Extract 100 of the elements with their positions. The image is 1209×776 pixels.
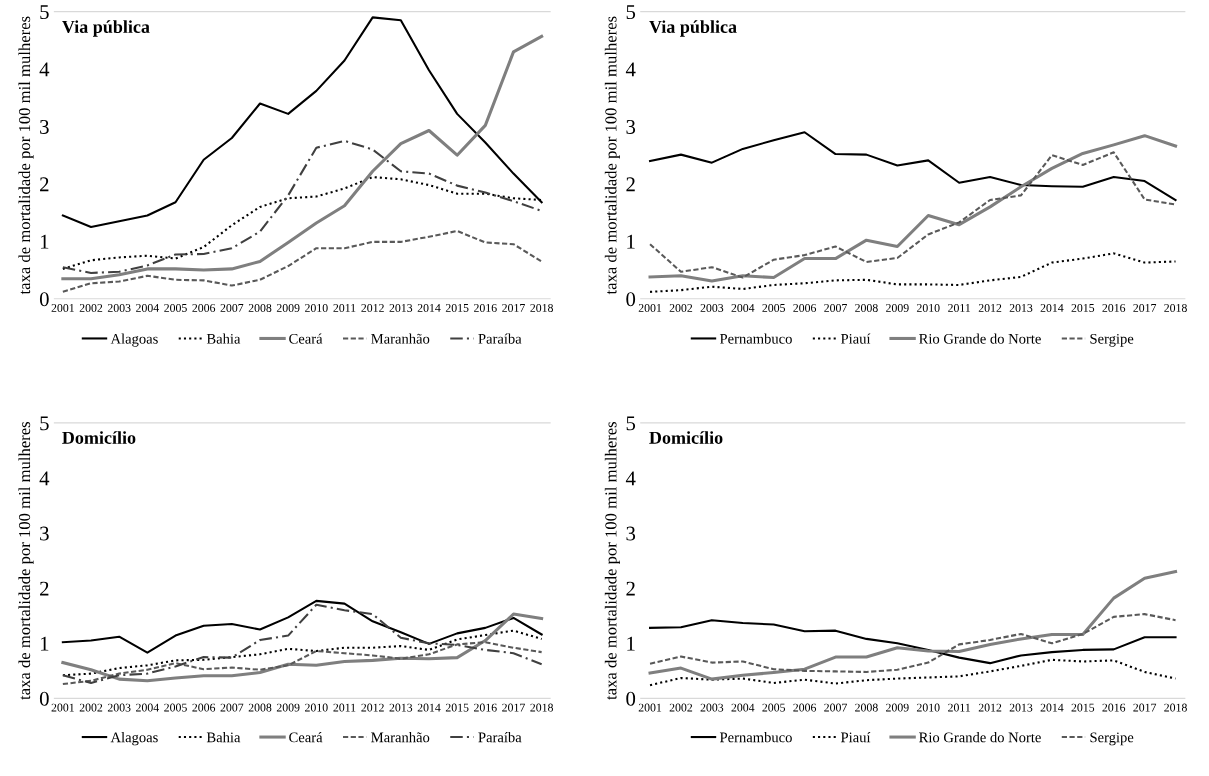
line-series bbox=[61, 641, 543, 686]
y-tick-label: 5 bbox=[626, 416, 636, 431]
y-tick-label: 5 bbox=[40, 5, 49, 20]
x-tick-label: 2002 bbox=[669, 303, 693, 312]
x-tick-label: 2011 bbox=[948, 703, 971, 712]
x-tick-label: 2006 bbox=[793, 703, 817, 712]
x-tick-label: 2004 bbox=[731, 303, 755, 312]
line-series bbox=[649, 619, 1177, 665]
y-tick-label: 2 bbox=[40, 581, 49, 596]
legend-label: Bahia bbox=[206, 333, 241, 344]
x-tick-label: 2010 bbox=[916, 703, 940, 712]
x-tick-label: 2003 bbox=[700, 303, 724, 312]
legend-label: Rio Grande do Norte bbox=[919, 333, 1041, 344]
x-tick-label: 2007 bbox=[824, 303, 847, 312]
x-tick-label: 2004 bbox=[136, 703, 159, 712]
legend-label: Paraíba bbox=[478, 732, 522, 743]
legend-label: Ceará bbox=[289, 732, 323, 743]
x-tick-label: 2007 bbox=[824, 703, 847, 712]
x-tick-label: 2012 bbox=[978, 703, 1002, 712]
x-tick-label: 2012 bbox=[361, 303, 384, 312]
line-series bbox=[649, 131, 1177, 202]
x-tick-label: 2006 bbox=[192, 703, 216, 712]
y-axis-title: taxa de mortalidade por 100 mil mulheres bbox=[604, 421, 620, 700]
y-tick-label: 5 bbox=[626, 5, 636, 20]
x-tick-label: 2001 bbox=[51, 703, 74, 712]
x-tick-label: 2008 bbox=[248, 303, 272, 312]
chart-title: Via pública bbox=[649, 20, 737, 37]
line-series bbox=[649, 658, 1177, 687]
y-axis-title: taxa de mortalidade por 100 mil mulheres bbox=[18, 16, 34, 295]
x-tick-label: 2016 bbox=[474, 703, 497, 712]
x-tick-label: 2013 bbox=[1009, 303, 1033, 312]
y-tick-label: 4 bbox=[625, 471, 636, 486]
x-tick-label: 2005 bbox=[762, 703, 786, 712]
y-tick-label: 4 bbox=[39, 62, 50, 77]
line-series bbox=[61, 629, 543, 677]
x-tick-label: 2017 bbox=[1133, 703, 1157, 712]
x-tick-label: 2004 bbox=[136, 303, 159, 312]
y-tick-label: 1 bbox=[40, 234, 49, 249]
x-tick-label: 2002 bbox=[79, 303, 103, 312]
y-axis-title: taxa de mortalidade por 100 mil mulheres bbox=[18, 421, 34, 700]
y-tick-label: 3 bbox=[626, 526, 636, 541]
x-tick-label: 2011 bbox=[948, 303, 971, 312]
x-tick-label: 2015 bbox=[445, 703, 469, 712]
y-tick-label: 5 bbox=[40, 416, 49, 431]
legend-label: Maranhão bbox=[371, 333, 430, 344]
x-tick-label: 2002 bbox=[79, 703, 103, 712]
x-tick-label: 2018 bbox=[1164, 703, 1187, 712]
y-tick-label: 0 bbox=[626, 292, 636, 307]
legend-label: Pernambuco bbox=[719, 333, 792, 344]
x-tick-label: 2005 bbox=[164, 703, 187, 712]
x-tick-label: 2004 bbox=[731, 703, 755, 712]
legend-label: Sergipe bbox=[1090, 732, 1134, 746]
x-tick-label: 2005 bbox=[164, 303, 187, 312]
legend-label: Pernambuco bbox=[719, 732, 792, 743]
x-tick-label: 2011 bbox=[333, 703, 356, 712]
y-tick-label: 0 bbox=[39, 691, 49, 706]
x-tick-label: 2009 bbox=[886, 303, 909, 312]
x-tick-label: 2016 bbox=[1102, 303, 1126, 312]
x-tick-label: 2014 bbox=[1040, 303, 1064, 312]
legend-label: Alagoas bbox=[110, 732, 158, 746]
x-tick-label: 2013 bbox=[1009, 703, 1033, 712]
legend-label: Piauí bbox=[840, 333, 871, 344]
y-tick-label: 4 bbox=[39, 471, 50, 486]
line-series bbox=[61, 229, 543, 293]
x-tick-label: 2018 bbox=[530, 303, 553, 312]
x-tick-label: 2006 bbox=[793, 303, 817, 312]
x-tick-label: 2011 bbox=[333, 303, 356, 312]
legend-label: Alagoas bbox=[110, 333, 158, 347]
x-tick-label: 2003 bbox=[700, 703, 724, 712]
y-tick-label: 0 bbox=[39, 292, 49, 307]
legend-label: Sergipe bbox=[1090, 333, 1134, 347]
y-tick-label: 3 bbox=[40, 119, 49, 134]
legend-label: Rio Grande do Norte bbox=[919, 732, 1041, 743]
x-tick-label: 2017 bbox=[1133, 303, 1157, 312]
y-tick-label: 2 bbox=[626, 177, 635, 192]
x-tick-label: 2012 bbox=[361, 703, 384, 712]
y-tick-label: 1 bbox=[627, 636, 635, 651]
x-tick-label: 2008 bbox=[248, 703, 272, 712]
x-tick-label: 2002 bbox=[669, 703, 693, 712]
legend-label: Bahia bbox=[206, 732, 241, 743]
line-series bbox=[61, 139, 543, 274]
legend-label: Paraíba bbox=[478, 333, 522, 344]
y-tick-label: 0 bbox=[626, 691, 636, 706]
x-tick-label: 2003 bbox=[107, 303, 131, 312]
x-tick-label: 2014 bbox=[417, 303, 441, 312]
x-tick-label: 2007 bbox=[220, 703, 244, 712]
x-tick-label: 2008 bbox=[855, 303, 878, 312]
x-tick-label: 2010 bbox=[305, 303, 328, 312]
x-tick-label: 2006 bbox=[192, 303, 216, 312]
chart-title: Domicílio bbox=[649, 431, 723, 444]
x-tick-label: 2001 bbox=[51, 303, 74, 312]
x-tick-label: 2015 bbox=[1071, 703, 1095, 712]
x-tick-label: 2015 bbox=[1071, 303, 1095, 312]
legend-label: Piauí bbox=[840, 732, 871, 743]
x-tick-label: 2017 bbox=[502, 303, 525, 312]
x-tick-label: 2003 bbox=[107, 703, 131, 712]
line-series bbox=[61, 599, 543, 654]
x-tick-label: 2016 bbox=[474, 303, 497, 312]
x-tick-label: 2001 bbox=[638, 303, 662, 312]
line-series bbox=[648, 570, 1178, 681]
